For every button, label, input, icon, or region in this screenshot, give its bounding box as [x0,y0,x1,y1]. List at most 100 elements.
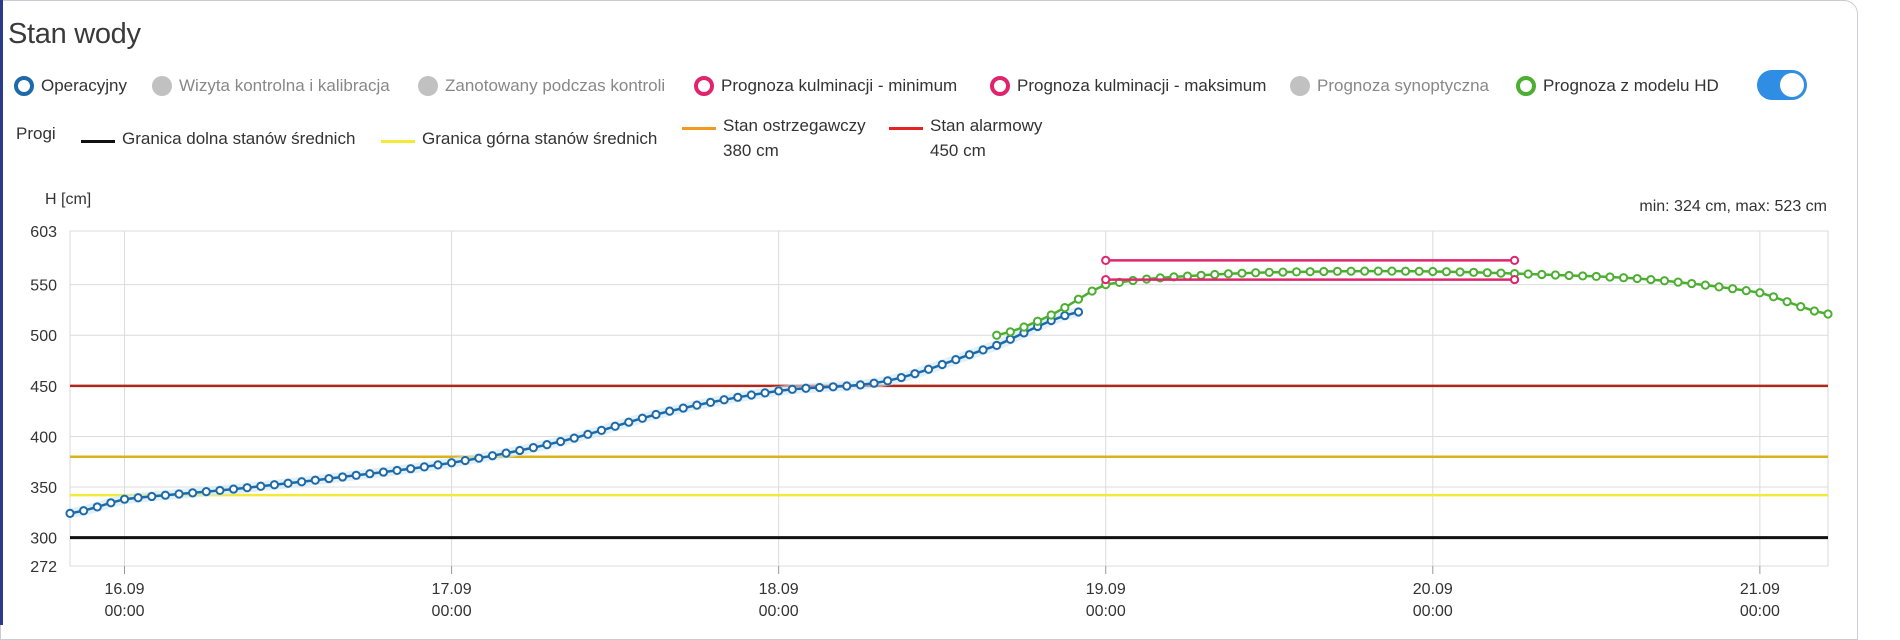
series-point [378,467,389,477]
series-point [1482,268,1492,278]
series-point [1741,286,1751,296]
series-point [242,483,252,493]
series-point [1073,294,1084,304]
series-point [651,409,661,420]
series-point [1005,334,1015,344]
series-point [883,376,893,386]
series-point [692,400,702,410]
series-point [1509,255,1520,265]
series-point [1101,255,1111,265]
series-point [65,508,75,518]
threshold-item-ostrzegawczy[interactable]: Stan ostrzegawczy 380 cm [682,113,866,163]
threshold-lines [70,384,1828,540]
series-point [1223,269,1233,279]
legend-item-model-hd[interactable]: Prognoza z modelu HD [1516,76,1719,96]
x-tick-date: 21.09 [1740,581,1780,598]
series-point [583,429,593,439]
threshold-value: 450 cm [930,141,986,160]
series-point [201,487,211,497]
legend-item-kulminacja-min[interactable]: Prognoza kulminacji - minimum [694,76,957,96]
series-point [365,469,375,479]
series-point [1387,266,1397,276]
series-point [951,355,961,365]
series-point [787,384,797,394]
series-point [1714,282,1724,292]
series-point [269,480,280,490]
series-point [801,383,811,393]
series-point [992,340,1002,350]
series-point [1687,278,1697,289]
threshold-text: Stan ostrzegawczy 380 cm [723,113,866,163]
series-point [596,425,607,435]
legend-marker-icon [694,76,714,96]
series-point [774,386,784,396]
legend-item-synoptyczna[interactable]: Prognoza synoptyczna [1290,76,1489,96]
y-tick-label: 350 [30,480,57,497]
series-point [1332,266,1342,276]
threshold-label: Stan alarmowy [930,116,1043,135]
series-point [310,475,320,485]
series-point [665,406,675,416]
series-point [855,380,866,390]
y-tick-label: 500 [30,328,57,345]
series-point [351,470,361,480]
legend-item-kulminacja-max[interactable]: Prognoza kulminacji - maksimum [990,76,1266,96]
series-toggle-switch[interactable] [1757,70,1807,100]
series-point [1782,297,1792,307]
series-point [1005,327,1015,337]
threshold-item-alarmowy[interactable]: Stan alarmowy 450 cm [889,113,1042,163]
series-point [1032,316,1043,326]
series-point [487,451,498,461]
y-ticks: 603 550 500 450 400 350 300 272 [30,224,57,576]
toggle-knob [1780,73,1804,97]
series-point [869,378,879,388]
x-tick-date: 16.09 [104,581,144,598]
series-point [814,382,825,393]
y-tick-label: 272 [30,559,57,576]
series-line [69,310,1079,515]
series-point [1210,269,1220,280]
grid [69,230,1829,567]
series-point [1605,272,1615,282]
series-point [1101,274,1111,285]
series-point [937,359,947,370]
series-point [79,506,89,516]
series-point [501,448,511,458]
plot-area [69,230,1829,567]
legend-item-wizyta[interactable]: Wizyta kontrolna i kalibracja [152,76,390,96]
legend-item-operacyjny[interactable]: Operacyjny [14,76,127,96]
series-point [1428,266,1438,277]
series-point [446,458,457,468]
series-point [419,462,429,472]
y-tick-label: 603 [30,224,57,241]
series-point [1073,307,1084,317]
series-point [147,491,157,502]
series-point [160,490,170,500]
threshold-item-gorna[interactable]: Granica górna stanów średnich [381,126,657,151]
series-point [1060,310,1070,321]
x-tick-time: 00:00 [432,603,472,620]
legend-marker-icon [1290,76,1310,96]
legend-label: Prognoza z modelu HD [1543,76,1719,95]
legend-marker-icon [990,76,1010,96]
threshold-line-icon [381,140,415,143]
legend-label: Prognoza kulminacji - minimum [721,76,958,95]
series-point [1578,271,1588,281]
series-point [1632,273,1642,284]
series-point [1019,322,1029,332]
x-tick-date: 20.09 [1413,581,1453,598]
series-point [1496,268,1506,278]
threshold-item-dolna[interactable]: Granica dolna stanów średnich [81,126,355,151]
legend-marker-icon [14,76,34,96]
series-point [1346,266,1356,276]
series-point [678,403,688,413]
legend-item-zanotowany[interactable]: Zanotowany podczas kontroli [418,76,665,96]
series-point [992,330,1002,340]
series-point [256,481,266,491]
threshold-value: 380 cm [723,141,779,160]
series-point [1441,267,1452,277]
series-point [1087,286,1097,296]
series-point [460,455,470,466]
series-point [133,493,143,503]
series-point [1796,302,1806,312]
